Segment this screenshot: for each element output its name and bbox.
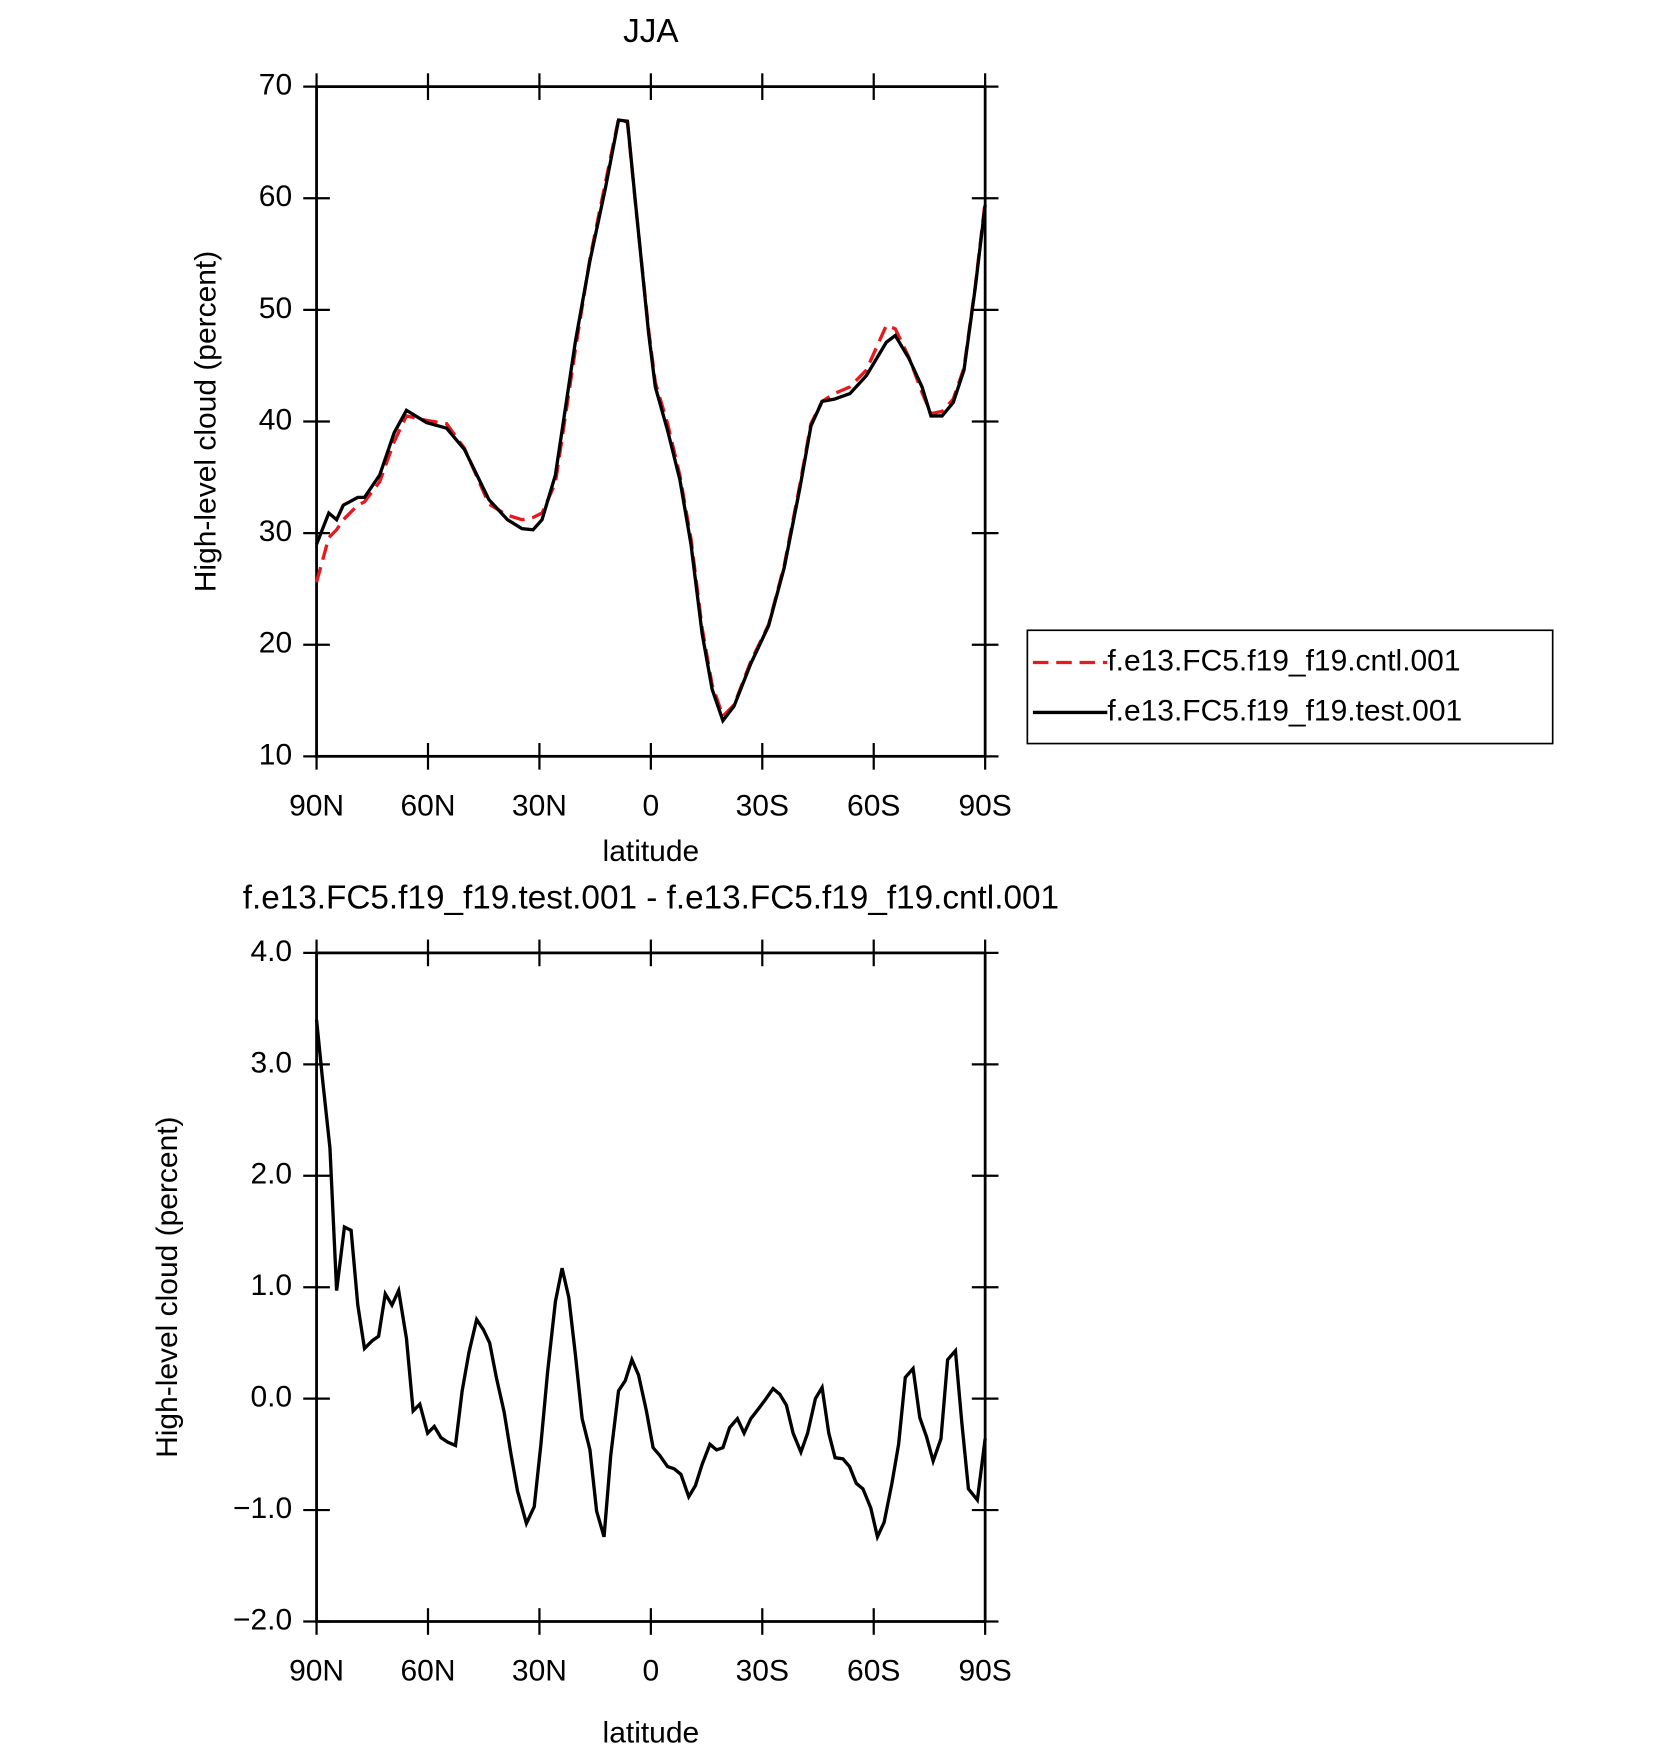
- legend-label: f.e13.FC5.f19_f19.test.001: [1107, 694, 1462, 727]
- legend-label: f.e13.FC5.f19_f19.cntl.001: [1107, 644, 1460, 677]
- x-tick-label: 30S: [736, 789, 789, 822]
- plot-frame: [315, 951, 987, 1623]
- y-tick-label: 0.0: [250, 1381, 292, 1414]
- x-tick-label: 0: [643, 789, 660, 822]
- y-tick-label: 3.0: [250, 1046, 292, 1079]
- y-tick-label: 50: [259, 292, 292, 325]
- x-tick-label: 30N: [512, 789, 567, 822]
- y-tick-label: 60: [259, 180, 292, 213]
- x-tick-label: 90S: [958, 1655, 1011, 1688]
- x-tick-label: 0: [643, 1655, 660, 1688]
- y-tick-label: 1.0: [250, 1269, 292, 1302]
- y-tick-label: 20: [259, 627, 292, 660]
- x-tick-label: 60S: [847, 789, 900, 822]
- y-tick-label: 4.0: [250, 935, 292, 968]
- y-tick-label: −2.0: [233, 1603, 292, 1636]
- y-tick-label: 40: [259, 403, 292, 436]
- x-axis-label: latitude: [603, 1717, 700, 1747]
- y-tick-label: 30: [259, 515, 292, 548]
- series-line: [315, 118, 987, 725]
- chart-title: f.e13.FC5.f19_f19.test.001 - f.e13.FC5.f…: [243, 879, 1059, 916]
- plot-frame: [315, 85, 987, 758]
- y-tick-label: 10: [259, 738, 292, 771]
- x-tick-label: 90N: [289, 789, 344, 822]
- y-tick-label: −1.0: [233, 1492, 292, 1525]
- x-tick-label: 60S: [847, 1655, 900, 1688]
- x-tick-label: 60N: [401, 1655, 456, 1688]
- x-tick-label: 30S: [736, 1655, 789, 1688]
- chart-title: JJA: [623, 13, 679, 50]
- x-axis-label: latitude: [603, 835, 700, 868]
- y-tick-label: 2.0: [250, 1158, 292, 1191]
- x-tick-label: 30N: [512, 1655, 567, 1688]
- x-tick-label: 90S: [958, 789, 1011, 822]
- x-tick-label: 60N: [401, 789, 456, 822]
- y-axis-label: High-level cloud (percent): [190, 251, 223, 592]
- y-tick-label: 70: [259, 69, 292, 102]
- series-line: [314, 1019, 987, 1542]
- x-tick-label: 90N: [289, 1655, 344, 1688]
- y-axis-label: High-level cloud (percent): [151, 1116, 184, 1457]
- legend-box: [1026, 629, 1554, 745]
